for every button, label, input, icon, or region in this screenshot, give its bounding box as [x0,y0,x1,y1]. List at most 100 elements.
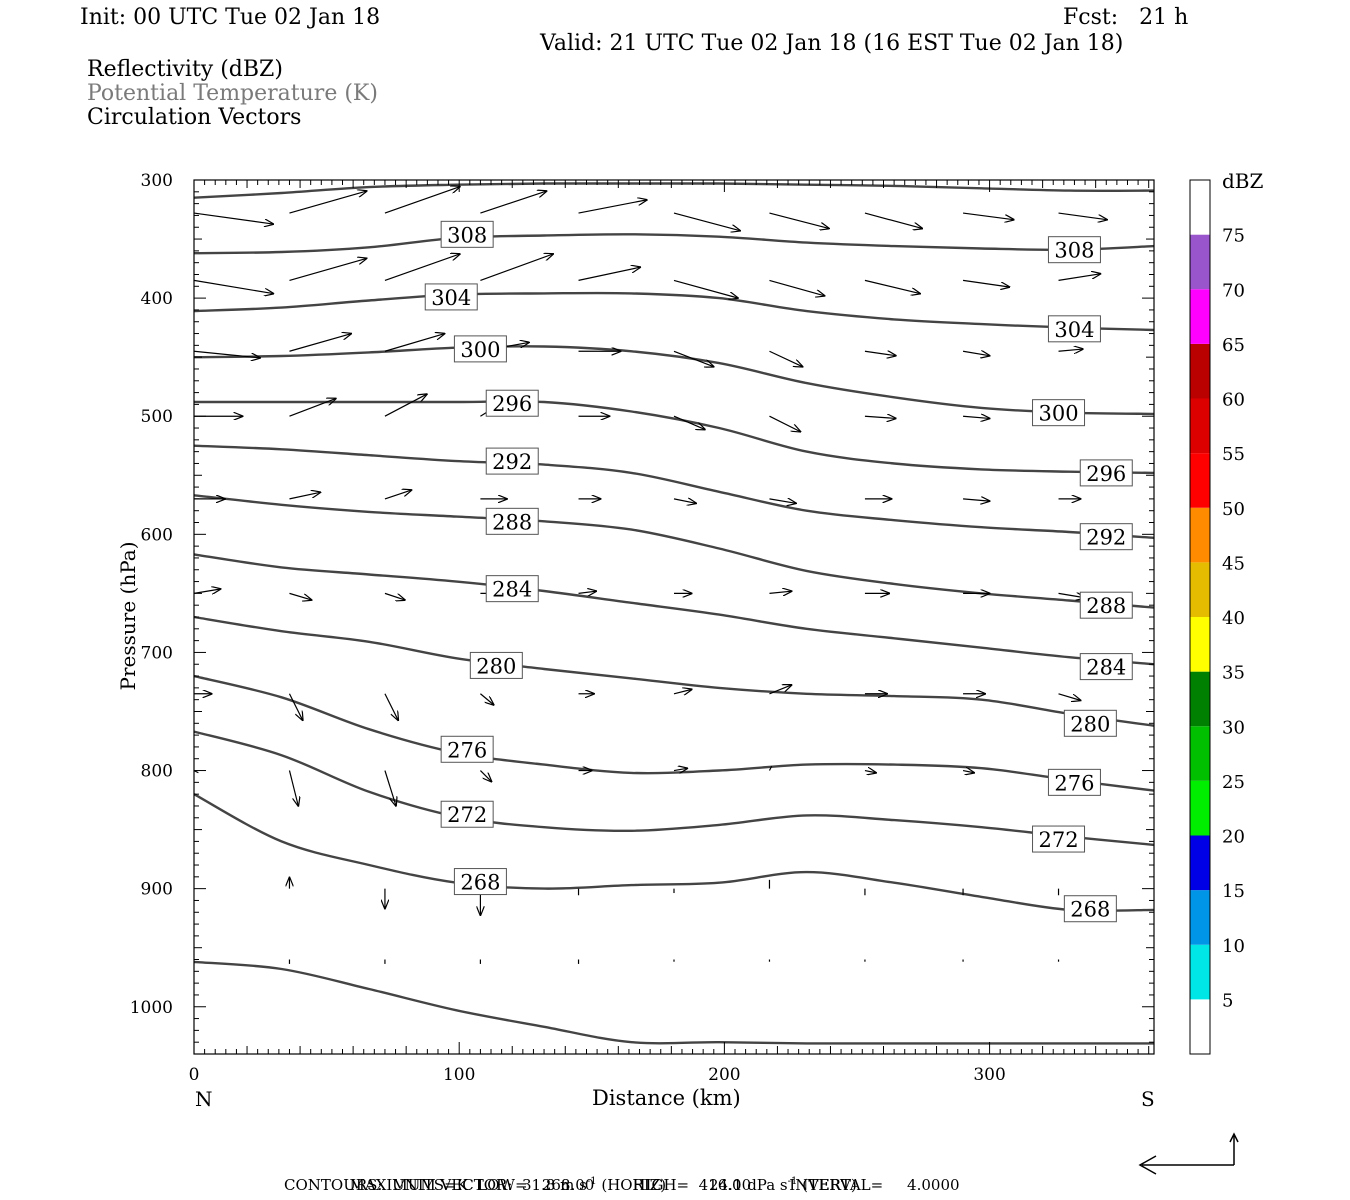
circulation-vector [769,591,791,593]
circulation-vector [673,768,687,770]
max-vector-line: MAXIMUM VECTOR: 31.8 m s-1 (HORIZ) 24.1 … [340,1158,857,1193]
circulation-vector [578,591,597,593]
contour-label-284: 284 [1079,653,1133,681]
max-vert-value: 24.1 [709,1176,743,1194]
colorbar-swatch [1190,507,1210,563]
circulation-vector [769,499,795,503]
contour-label-268: 268 [453,868,507,896]
circulation-vector [289,191,366,214]
contour-label-272: 272 [440,800,494,828]
contour-label-box [1079,653,1133,681]
x-axis-left-end-label: N [195,1087,213,1111]
y-tick-label: 1000 [130,998,173,1018]
valid-time: Valid: 21 UTC Tue 02 Jan 18 (16 EST Tue … [540,31,1124,56]
colorbar-frame [1189,179,1211,1055]
circulation-vector [289,399,335,417]
circulation-vector [963,416,989,418]
colorbar-level-label: 30 [1222,717,1245,738]
circulation-vector [578,267,641,281]
x-tick-label: 0 [189,1065,200,1085]
circulation-vector [769,415,800,431]
colorbar-swatch [1190,999,1210,1054]
contour-label-280: 280 [469,651,523,679]
isentrope-280 [193,615,1155,727]
contour-label-box [485,507,539,535]
isentrope-288 [193,494,1155,609]
colorbar-swatch [1190,234,1210,290]
circulation-vector [384,187,460,214]
contour-label-box [1079,459,1133,487]
colorbar-level-label: 45 [1222,553,1245,574]
circulation-vector [193,212,273,224]
contour-label-box [1047,768,1101,796]
colorbar-swatch [1190,617,1210,672]
y-tick-label: 500 [141,407,173,427]
circulation-vector [1058,212,1107,220]
contour-label-304: 304 [424,283,478,311]
x-tick-label: 100 [443,1065,475,1085]
contour-label-text: 276 [1054,771,1094,795]
isentrope-264 [193,960,1154,1045]
circulation-vector [962,279,1009,287]
y-tick-label: 800 [141,762,173,782]
circulation-vector [864,212,922,228]
contour-label-text: 292 [492,450,532,474]
colorbar-swatch [1190,562,1210,617]
isentrope-276 [193,674,1155,792]
contour-label-box [440,220,494,248]
circulation-vector [384,693,398,720]
contour-label-box [440,800,494,828]
contour-label-box [469,651,523,679]
reference-vector [1138,1132,1239,1175]
circulation-vector [384,592,405,600]
y-axis-title: Pressure (hPa) [116,541,140,691]
colorbar-swatch [1190,343,1210,399]
contours-info: CONTOURS: UNITS=K LOW= 268.00 HIGH= 416.… [284,1176,960,1194]
colorbar-swatch [1190,289,1210,344]
isentrope-308 [193,233,1155,255]
contour-label-box [485,575,539,603]
colorbar-level-label: 10 [1222,936,1245,957]
circulation-vector [673,415,705,429]
contour-label-box [453,868,507,896]
contour-label-text: 272 [447,803,487,827]
contour-label-288: 288 [1079,591,1133,619]
colorbar-swatch [1190,398,1210,454]
contour-label-box [424,283,478,311]
plot-frame [193,179,1155,1055]
contour-label-296: 296 [1079,459,1133,487]
colorbar-swatch [1190,780,1210,836]
circulation-vector [962,212,1014,220]
colorbar-level-label: 35 [1222,663,1245,684]
circulation-vector [193,589,220,593]
max-vert-tag: (VERT) [802,1176,857,1194]
max-horiz-tag: (HORIZ) [601,1176,667,1194]
x-tick-label: 300 [973,1065,1005,1085]
contour-label-292: 292 [1079,523,1133,551]
contour-label-text: 304 [1054,318,1094,342]
contour-label-text: 284 [492,578,532,602]
colorbar-swatch [1190,835,1210,891]
circulation-vector [864,279,920,293]
contour-label-300: 300 [1032,399,1086,427]
circulation-vector [480,191,546,214]
circulation-vector [384,334,444,352]
circulation-vector [193,279,273,293]
contour-label-296: 296 [485,389,539,417]
contour-label-text: 276 [447,738,487,762]
circulation-vector [578,200,647,214]
contour-label-text: 308 [1054,239,1094,263]
circulation-vector [289,258,366,281]
isentrope-284 [193,553,1155,666]
contour-label-box [485,389,539,417]
colorbar-swatch [1190,453,1210,508]
colorbar-level-label: 5 [1222,990,1233,1011]
contour-label-272: 272 [1032,825,1086,853]
circulation-vector [673,279,738,298]
max-vert-unit: dPa s [747,1176,788,1194]
contour-label-box [1079,591,1133,619]
isentrope-292 [193,444,1155,540]
circulation-vector [289,334,351,352]
colorbar-unit: dBZ [1222,169,1264,193]
